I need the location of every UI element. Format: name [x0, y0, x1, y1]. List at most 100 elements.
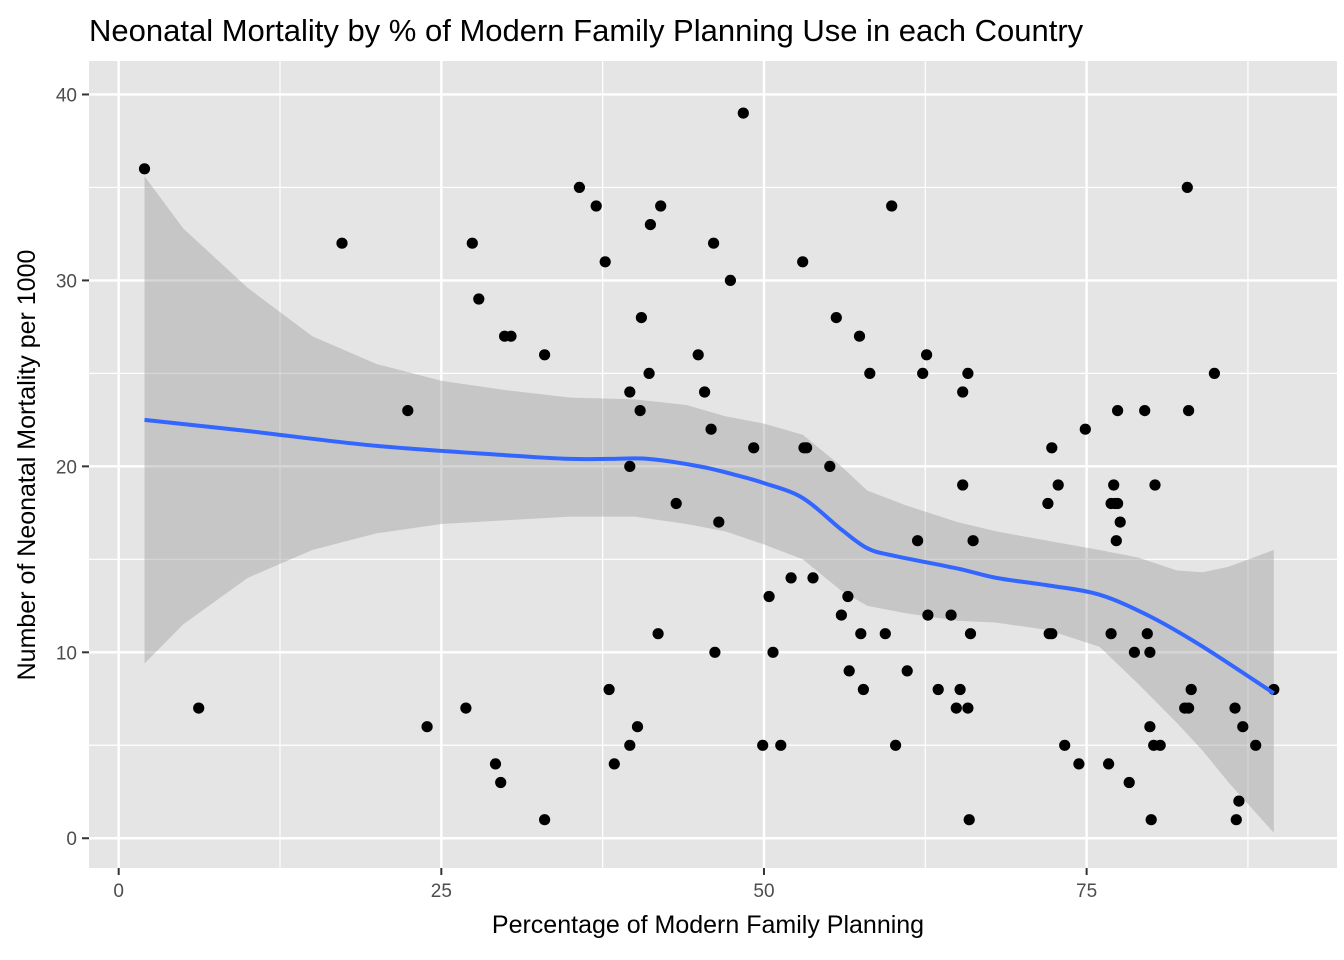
- data-point: [757, 739, 769, 751]
- y-axis-title: Number of Neonatal Mortality per 1000: [13, 250, 41, 681]
- data-point: [724, 274, 737, 286]
- data-point: [835, 609, 848, 621]
- data-point: [843, 665, 855, 677]
- y-tick-label: 30: [56, 271, 77, 292]
- data-point: [964, 628, 977, 640]
- data-point: [608, 758, 620, 770]
- y-tick-label: 10: [56, 643, 77, 664]
- y-tick-label: 40: [56, 85, 77, 106]
- data-point: [767, 646, 779, 658]
- data-point: [603, 683, 615, 696]
- data-point: [473, 293, 485, 305]
- data-point: [785, 572, 797, 584]
- data-point: [737, 107, 749, 119]
- data-point: [857, 683, 870, 696]
- data-point: [763, 590, 775, 603]
- data-point: [932, 683, 944, 696]
- data-point: [775, 739, 787, 751]
- data-point: [1144, 721, 1156, 733]
- data-point: [963, 814, 975, 826]
- data-point: [489, 758, 502, 770]
- data-point: [830, 312, 842, 324]
- x-tick-label: 75: [1076, 881, 1097, 902]
- data-point: [1208, 367, 1220, 379]
- chart-title: Neonatal Mortality by % of Modern Family…: [89, 13, 1084, 48]
- data-point: [1059, 739, 1071, 751]
- data-point: [644, 219, 657, 231]
- data-point: [138, 163, 151, 175]
- data-point: [879, 628, 891, 640]
- y-tick-label: 20: [56, 457, 77, 478]
- data-point: [1112, 405, 1124, 417]
- data-point: [957, 386, 969, 398]
- plot-panel: [89, 61, 1337, 868]
- data-point: [853, 330, 866, 342]
- data-point: [713, 516, 725, 528]
- data-point: [670, 497, 682, 510]
- data-point: [539, 814, 551, 826]
- data-point: [699, 386, 711, 398]
- data-point: [950, 702, 962, 714]
- data-point: [957, 479, 969, 491]
- data-point: [336, 237, 348, 249]
- data-point: [890, 739, 902, 751]
- data-point: [912, 535, 924, 547]
- data-point: [505, 330, 517, 342]
- data-point: [1149, 479, 1161, 491]
- data-point: [1105, 628, 1117, 640]
- data-point: [708, 237, 720, 249]
- data-point: [1181, 181, 1193, 193]
- data-point: [922, 609, 934, 621]
- data-point: [1229, 702, 1241, 714]
- data-point: [1108, 479, 1120, 491]
- x-tick-label: 0: [113, 881, 124, 902]
- confidence-band: [144, 176, 1274, 833]
- data-point: [1233, 795, 1245, 807]
- data-point: [599, 256, 611, 268]
- data-point: [692, 349, 704, 361]
- data-point: [705, 423, 717, 435]
- data-point: [624, 386, 636, 398]
- data-point: [1154, 739, 1166, 751]
- data-point: [864, 367, 876, 379]
- data-point: [643, 367, 655, 379]
- data-point: [573, 181, 586, 193]
- data-point: [748, 442, 760, 454]
- data-point: [1114, 516, 1126, 528]
- data-point: [624, 739, 636, 751]
- data-point: [1112, 497, 1124, 510]
- data-point: [1185, 683, 1197, 696]
- data-point: [797, 256, 809, 268]
- data-point: [1046, 628, 1058, 640]
- data-point: [1042, 497, 1054, 510]
- data-point: [1141, 628, 1153, 640]
- data-point: [1073, 758, 1085, 770]
- data-point: [1079, 423, 1091, 435]
- data-point: [402, 405, 414, 417]
- data-point: [655, 200, 667, 212]
- x-axis-title: Percentage of Modern Family Planning: [492, 911, 924, 939]
- data-point: [631, 721, 644, 733]
- data-point: [1230, 814, 1242, 826]
- data-point: [421, 721, 433, 733]
- data-point: [901, 665, 913, 677]
- data-point: [807, 572, 819, 584]
- data-point: [1052, 479, 1064, 491]
- data-point: [855, 628, 867, 640]
- data-point: [1123, 776, 1135, 789]
- y-tick-label: 0: [66, 829, 77, 850]
- data-point: [1145, 814, 1157, 826]
- data-point: [652, 628, 664, 640]
- data-point: [466, 237, 478, 249]
- data-point: [635, 312, 648, 324]
- data-point: [1183, 702, 1195, 714]
- data-point: [634, 405, 646, 417]
- scatter-points: [138, 107, 1280, 826]
- data-point: [801, 442, 813, 454]
- data-point: [954, 683, 966, 696]
- data-point: [967, 535, 979, 547]
- data-point: [962, 367, 974, 379]
- data-point: [1139, 405, 1151, 417]
- data-point: [624, 460, 636, 472]
